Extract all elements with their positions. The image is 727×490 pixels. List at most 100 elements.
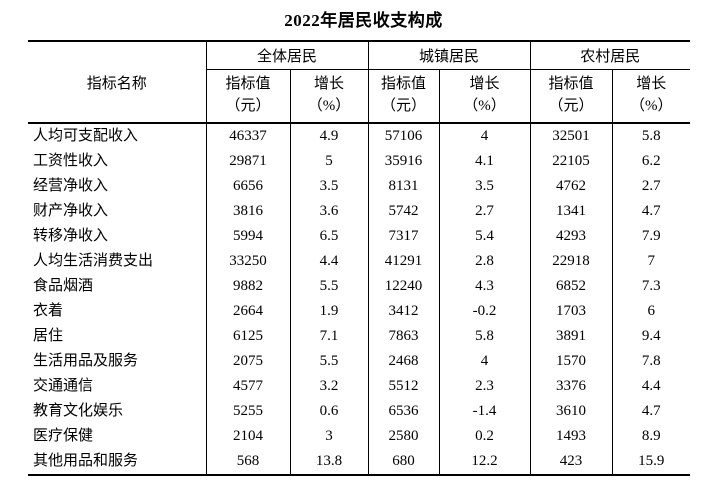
subheader-urban-value: 指标值 （元） [367,69,440,124]
cell-value: 3376 [529,374,613,399]
cell-value: 12.2 [438,449,531,475]
cell-value: 1703 [529,299,613,324]
cell-value: 3.6 [289,199,369,224]
cell-value: 8.9 [611,424,691,449]
subheader-line: （元） [381,97,427,114]
page-title: 2022年居民收支构成 [284,11,443,30]
income-expenditure-table: 指标名称 全体居民 城镇居民 农村居民 指标值 （元） 增长 （%） 指标值 （… [28,40,691,476]
cell-value: 6656 [205,174,290,199]
cell-value: 7.3 [611,274,691,299]
cell-value: 4762 [529,174,613,199]
table-row: 人均可支配收入 46337 4.9 57106 4 32501 5.8 [28,123,691,149]
cell-value: 7.1 [289,324,369,349]
cell-value: 22918 [529,249,613,274]
row-label: 人均可支配收入 [33,128,139,144]
cell-value: 8131 [367,174,440,199]
cell-value: 22105 [529,149,613,174]
cell-value: 7317 [367,224,440,249]
cell-value: 6852 [529,274,613,299]
cell-value: 4293 [529,224,613,249]
cell-value: 57106 [367,123,440,149]
subheader-urban-growth: 增长 （%） [438,69,531,124]
cell-value: -0.2 [438,299,531,324]
cell-value: 5.8 [438,324,531,349]
cell-value: 41291 [367,249,440,274]
row-label: 教育文化娱乐 [33,403,124,419]
row-label: 生活用品及服务 [33,353,139,369]
cell-value: 33250 [205,249,290,274]
cell-value: 2664 [205,299,290,324]
cell-value: 5255 [205,399,290,424]
cell-value: 29871 [205,149,290,174]
row-label: 医疗保健 [33,428,94,444]
cell-value: 1570 [529,349,613,374]
row-label: 居住 [33,328,64,344]
cell-value: 2.3 [438,374,531,399]
subheader-line: （%） [307,97,351,114]
row-label: 食品烟酒 [33,278,94,294]
subheader-line: （元） [225,97,271,114]
cell-value: 35916 [367,149,440,174]
cell-value: 423 [529,449,613,475]
subheader-line: 指标值 [225,76,271,92]
row-label: 财产净收入 [33,203,109,219]
cell-value: 2468 [367,349,440,374]
cell-value: 6.5 [289,224,369,249]
cell-value: 4.9 [289,123,369,149]
table-row: 衣着 2664 1.9 3412 -0.2 1703 6 [28,299,691,324]
cell-value: 3412 [367,299,440,324]
subheader-line: 增长 [314,76,345,92]
row-label: 工资性收入 [33,153,109,169]
cell-value: 5.8 [611,123,691,149]
sub-header-row: 指标值 （元） 增长 （%） 指标值 （元） 增长 （%） 指标值 （元） [28,69,691,124]
table-row: 教育文化娱乐 5255 0.6 6536 -1.4 3610 4.7 [28,399,691,424]
cell-value: 4 [438,123,531,149]
cell-value: 4.4 [289,249,369,274]
subheader-line: （元） [548,97,594,114]
cell-value: 680 [367,449,440,475]
cell-value: 5512 [367,374,440,399]
cell-value: 5.5 [289,274,369,299]
cell-value: 3891 [529,324,613,349]
table-row: 工资性收入 29871 5 35916 4.1 22105 6.2 [28,149,691,174]
cell-value: 12240 [367,274,440,299]
cell-value: 46337 [205,123,290,149]
cell-value: 13.8 [289,449,369,475]
cell-value: 3 [289,424,369,449]
cell-value: 4.7 [611,399,691,424]
cell-value: 9882 [205,274,290,299]
row-label: 经营净收入 [33,178,109,194]
cell-value: 1341 [529,199,613,224]
table-row: 居住 6125 7.1 7863 5.8 3891 9.4 [28,324,691,349]
cell-value: 5742 [367,199,440,224]
group-header-all-residents: 全体居民 [205,41,369,70]
table-row: 食品烟酒 9882 5.5 12240 4.3 6852 7.3 [28,274,691,299]
cell-value: 6125 [205,324,290,349]
group-header-rural-residents: 农村居民 [529,41,691,70]
cell-value: 4577 [205,374,290,399]
subheader-line: 增长 [469,76,500,92]
cell-value: 7863 [367,324,440,349]
row-label: 转移净收入 [33,228,109,244]
cell-value: 4.1 [438,149,531,174]
subheader-line: 指标值 [548,76,594,92]
row-label: 衣着 [33,303,64,319]
cell-value: 0.6 [289,399,369,424]
table-row: 经营净收入 6656 3.5 8131 3.5 4762 2.7 [28,174,691,199]
cell-value: 6536 [367,399,440,424]
cell-value: 1.9 [289,299,369,324]
cell-value: 4 [438,349,531,374]
cell-value: 2075 [205,349,290,374]
corner-header-indicator-name: 指标名称 [28,41,207,124]
table-row: 转移净收入 5994 6.5 7317 5.4 4293 7.9 [28,224,691,249]
cell-value: 2.7 [438,199,531,224]
cell-value: 15.9 [611,449,691,475]
cell-value: 32501 [529,123,613,149]
cell-value: 2104 [205,424,290,449]
subheader-rural-growth: 增长 （%） [611,69,691,124]
subheader-line: （%） [630,97,673,114]
row-label: 其他用品和服务 [33,453,139,469]
cell-value: 3.5 [289,174,369,199]
table-row: 财产净收入 3816 3.6 5742 2.7 1341 4.7 [28,199,691,224]
